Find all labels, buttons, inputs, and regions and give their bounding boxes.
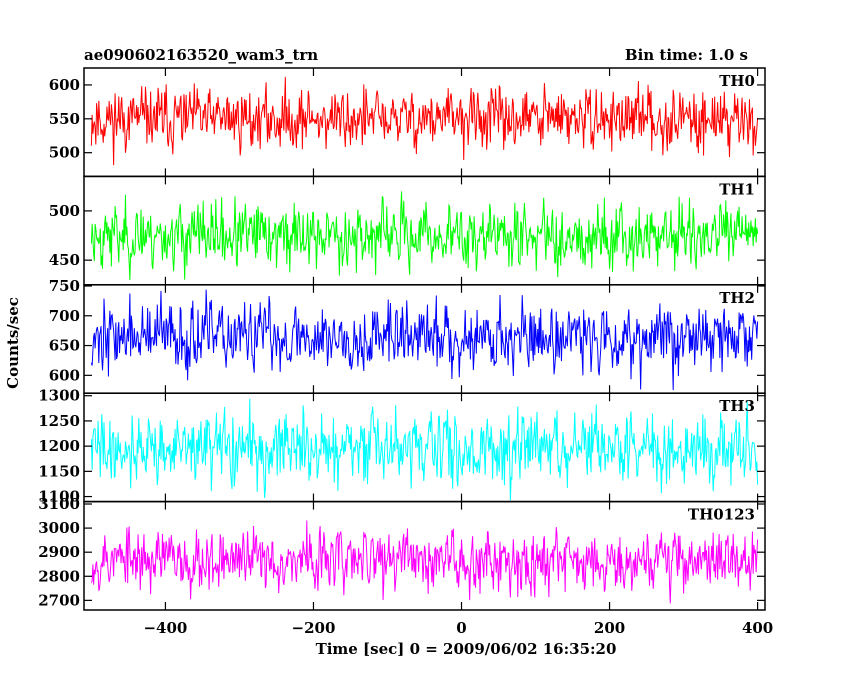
panel-label-th1: TH1 [719, 180, 755, 198]
y-tick-label-th0-500: 500 [49, 144, 80, 162]
y-tick-label-th2-750: 750 [49, 277, 80, 295]
y-tick-label-th0123-2900: 2900 [38, 543, 80, 561]
x-tick-label-0: 0 [456, 619, 466, 637]
y-tick-label-th2-650: 650 [49, 337, 80, 355]
panel-label-th0123: TH0123 [688, 506, 755, 524]
panel-frame-th0123 [83, 500, 766, 611]
x-axis-label: Time [sec] 0 = 2009/06/02 16:35:20 [316, 640, 617, 658]
y-tick-label-th0123-2700: 2700 [38, 591, 80, 609]
series-line-th0123 [90, 520, 759, 604]
y-tick-label-th2-600: 600 [49, 366, 80, 384]
y-tick-label-th3-1250: 1250 [38, 412, 80, 430]
y-tick-label-th0123-2800: 2800 [38, 567, 80, 585]
series-line-th2 [90, 289, 759, 391]
panel-label-th0: TH0 [719, 72, 755, 90]
chart-title-right: Bin time: 1.0 s [625, 46, 748, 64]
series-line-th1 [90, 191, 759, 281]
y-tick-label-th1-500: 500 [49, 202, 80, 220]
y-tick-label-th3-1100: 1100 [38, 488, 80, 506]
x-tick-label--200: −200 [292, 619, 336, 637]
x-tick-label-200: 200 [594, 619, 625, 637]
x-tick-label-400: 400 [742, 619, 773, 637]
y-tick-label-th0123-3000: 3000 [38, 519, 80, 537]
y-axis-label: Counts/sec [4, 297, 22, 389]
y-tick-label-th0123-3100: 3100 [38, 495, 80, 513]
y-tick-label-th1-450: 450 [49, 251, 80, 269]
panel-label-th2: TH2 [719, 289, 755, 307]
panel-label-th3: TH3 [719, 397, 755, 415]
y-tick-label-th0-550: 550 [49, 110, 80, 128]
series-line-th3 [90, 398, 759, 501]
y-tick-label-th3-1300: 1300 [38, 387, 80, 405]
x-tick-label--400: −400 [143, 619, 187, 637]
y-tick-label-th3-1200: 1200 [38, 437, 80, 455]
y-tick-label-th0-600: 600 [49, 76, 80, 94]
chart-title-left: ae090602163520_wam3_trn [84, 46, 318, 64]
y-tick-label-th2-700: 700 [49, 307, 80, 325]
y-tick-label-th3-1150: 1150 [38, 462, 80, 480]
panels-group: 500 550 600 TH0 450 500 TH1 600 650 700 750 TH2 1100… [38, 67, 773, 637]
series-line-th0 [90, 76, 759, 166]
